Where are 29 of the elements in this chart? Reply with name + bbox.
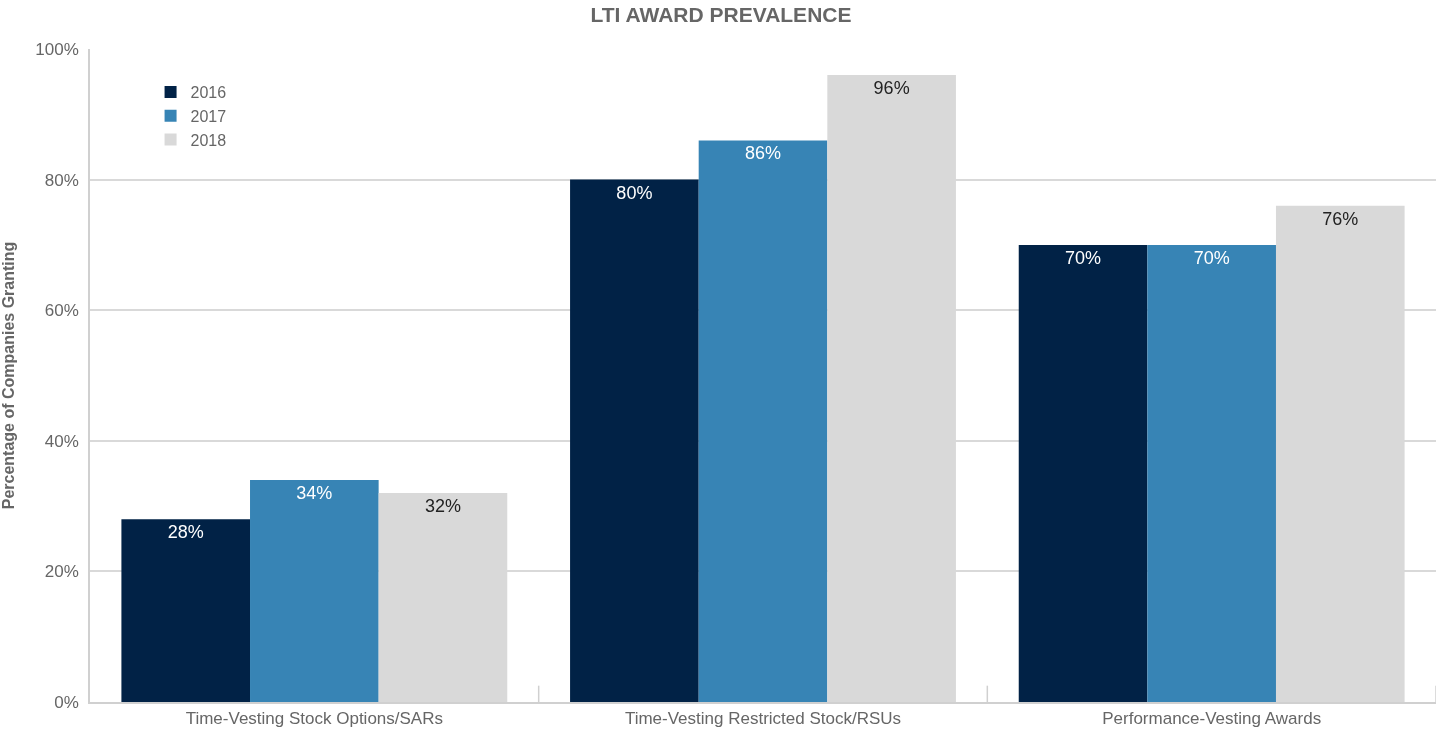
bar [1018,244,1148,702]
data-label: 34% [296,482,333,503]
y-tick-label: 40% [44,431,79,451]
data-label: 76% [1322,208,1359,229]
x-tick-label: Time-Vesting Stock Options/SARs [185,709,443,729]
bar [698,140,828,702]
data-label: 28% [167,522,204,543]
legend-label: 2016 [190,84,227,102]
y-tick-label: 80% [44,170,79,190]
data-label: 70% [1193,247,1230,268]
bar [121,519,251,702]
y-axis-title: Percentage of Companies Granting [0,241,17,510]
x-tick-label: Time-Vesting Restricted Stock/RSUs [624,709,902,729]
legend-label: 2017 [190,108,227,126]
bar [1147,244,1276,702]
y-tick-label: 100% [35,39,79,59]
y-tick-label: 0% [54,692,79,712]
chart-title: LTI AWARD PREVALENCE [590,3,852,27]
data-label: 70% [1065,247,1102,268]
legend-label: 2018 [190,131,227,149]
data-label: 86% [744,143,782,164]
data-label: 96% [873,78,910,99]
bar [570,179,699,702]
x-tick-label: Performance-Vesting Awards [1102,709,1322,729]
y-tick-label: 60% [44,301,79,321]
y-tick-label: 20% [44,562,79,582]
data-label: 32% [424,496,461,517]
bar [250,479,379,702]
data-label: 80% [616,182,653,203]
